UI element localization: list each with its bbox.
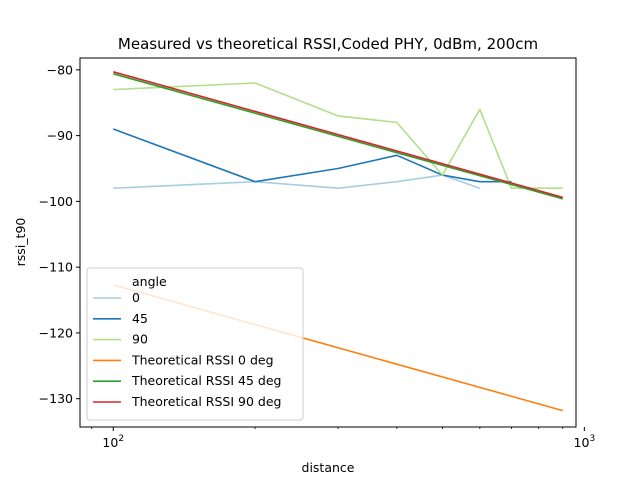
series-line-5 bbox=[113, 71, 564, 199]
y-tick-label-5: −130 bbox=[39, 391, 73, 406]
legend: angle 0 45 90 Theoretical RSSI 0 deg Theoret… bbox=[86, 267, 304, 421]
y-tick-label-0: −80 bbox=[47, 62, 73, 77]
legend-label-0: 0 bbox=[132, 290, 140, 305]
y-tick-label-1: −90 bbox=[47, 128, 73, 143]
legend-label-1: 45 bbox=[132, 311, 148, 326]
x-axis-label: distance bbox=[302, 460, 355, 475]
y-tick-label-3: −110 bbox=[39, 260, 73, 275]
x-tick-label-1: 103 bbox=[574, 434, 596, 450]
y-axis-label: rssi_t90 bbox=[13, 218, 28, 267]
y-axis: −80 −90 −100 −110 −120 −130 bbox=[39, 62, 80, 406]
series-line-4 bbox=[113, 73, 564, 200]
x-tick-label-0: 102 bbox=[102, 434, 124, 450]
legend-label-3: Theoretical RSSI 0 deg bbox=[131, 352, 274, 367]
chart-title: Measured vs theoretical RSSI,Coded PHY, … bbox=[118, 35, 538, 53]
series-line-1 bbox=[113, 128, 512, 183]
plot-frame bbox=[79, 57, 577, 428]
legend-label-4: Theoretical RSSI 45 deg bbox=[131, 373, 281, 388]
series-line-0 bbox=[113, 174, 481, 189]
legend-box bbox=[86, 267, 304, 421]
y-tick-label-4: −120 bbox=[39, 325, 73, 340]
x-axis: 102 103 bbox=[91, 427, 596, 450]
legend-title: angle bbox=[132, 274, 167, 289]
legend-label-2: 90 bbox=[132, 332, 148, 347]
legend-label-5: Theoretical RSSI 90 deg bbox=[131, 394, 281, 409]
y-tick-label-2: −100 bbox=[39, 194, 73, 209]
